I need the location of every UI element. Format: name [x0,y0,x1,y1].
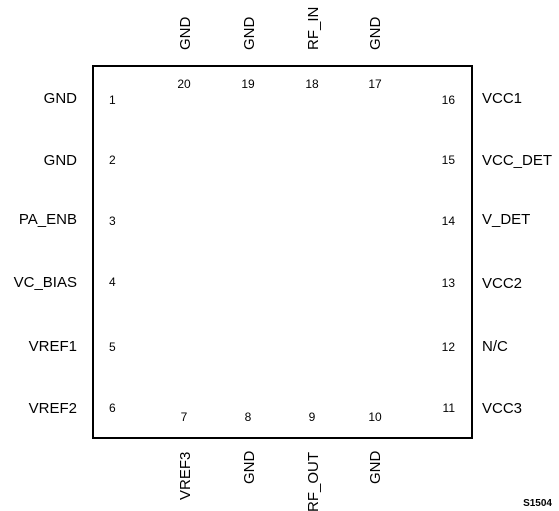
pin-number-1: 1 [109,93,116,107]
pin-label-15: VCC_DET [482,152,552,169]
pin-number-2: 2 [109,153,116,167]
pin-number-4: 4 [109,275,116,289]
left-pins: GND 1 GND 2 PA_ENB 3 VC_BIAS 4 VREF1 5 V… [14,90,116,417]
top-pins: GND 20 GND 19 RF_IN 18 GND 17 [177,7,384,91]
pin-label-19: GND [241,17,258,51]
pin-number-20: 20 [177,77,191,91]
pin-label-20: GND [177,17,194,51]
pin-number-13: 13 [442,276,456,290]
pin-label-3: PA_ENB [19,211,77,228]
pin-number-12: 12 [442,340,456,354]
pin-label-4: VC_BIAS [14,274,77,291]
figure-id: S1504 [523,498,552,509]
pin-label-18: RF_IN [305,7,322,50]
pin-number-7: 7 [181,410,188,424]
pin-number-17: 17 [368,77,382,91]
pin-label-12: N/C [482,338,508,355]
pin-label-2: GND [44,152,78,169]
pin-number-14: 14 [442,214,456,228]
bottom-pins: 7 VREF3 8 GND 9 RF_OUT 10 GND [177,410,384,511]
pin-label-16: VCC1 [482,90,522,107]
pin-number-18: 18 [305,77,319,91]
right-pins: 16 VCC1 15 VCC_DET 14 V_DET 13 VCC2 12 N… [442,90,552,417]
pin-number-11: 11 [443,401,456,415]
pin-number-3: 3 [109,214,116,228]
pin-label-11: VCC3 [482,400,522,417]
pin-label-9: RF_OUT [305,452,322,511]
pin-label-14: V_DET [482,211,530,228]
pin-label-13: VCC2 [482,275,522,292]
pin-label-1: GND [44,90,78,107]
pin-number-16: 16 [442,93,456,107]
pin-label-5: VREF1 [29,338,77,355]
pin-label-8: GND [241,451,258,485]
pin-number-5: 5 [109,340,116,354]
pin-number-8: 8 [245,410,252,424]
pin-number-19: 19 [241,77,255,91]
pin-number-15: 15 [442,153,456,167]
pin-label-6: VREF2 [29,400,77,417]
pin-number-9: 9 [309,410,316,424]
pin-number-6: 6 [109,401,116,415]
pin-number-10: 10 [368,410,382,424]
pin-label-7: VREF3 [177,452,194,500]
pin-label-17: GND [367,17,384,51]
pin-label-10: GND [367,451,384,485]
package-outline [92,65,473,439]
